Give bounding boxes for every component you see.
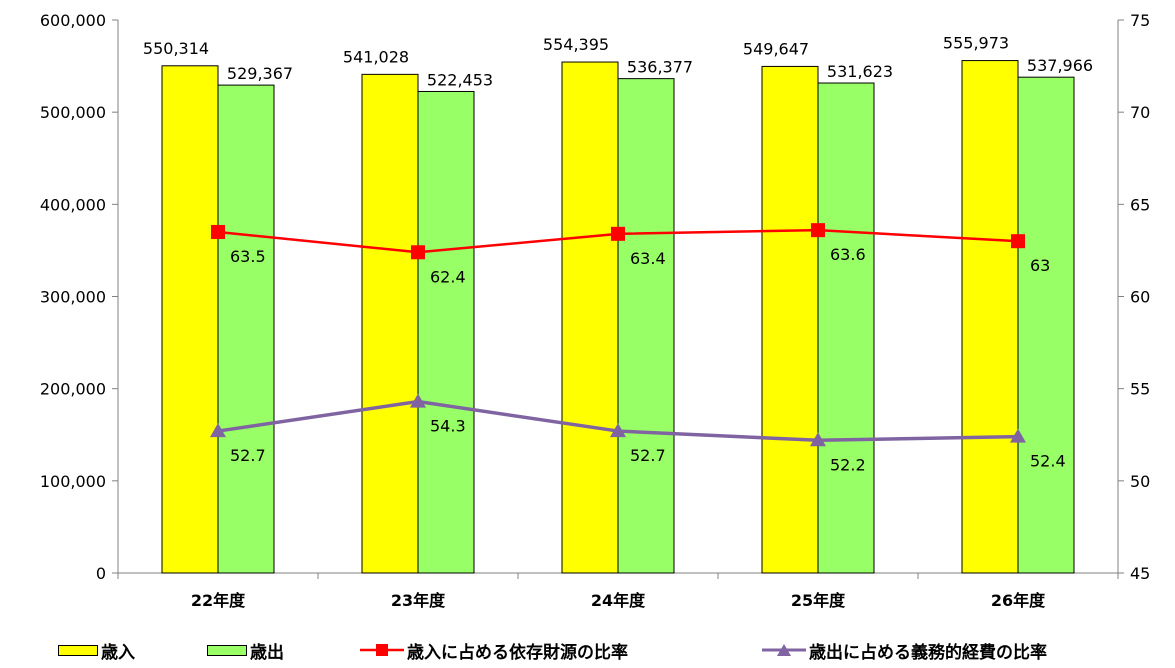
y-right-tick-label: 55: [1130, 380, 1150, 399]
legend-swatch-expenditure: [207, 644, 247, 656]
line-value-label: 52.2: [830, 455, 866, 474]
line-point: [610, 423, 626, 438]
y-right-tick-label: 65: [1130, 195, 1150, 214]
y-left-tick-label: 300,000: [40, 288, 106, 307]
bar-value-label: 554,395: [543, 35, 609, 54]
line-value-label: 52.7: [630, 446, 666, 465]
x-tick-label: 26年度: [991, 591, 1046, 610]
x-tick-label: 23年度: [391, 591, 446, 610]
bar-value-label: 549,647: [743, 39, 809, 58]
line-point: [811, 223, 825, 238]
bar: [817, 82, 875, 574]
bar: [217, 84, 275, 574]
bar-value-label: 550,314: [143, 39, 209, 58]
line-point: [810, 432, 826, 447]
line-value-label: 52.7: [230, 446, 266, 465]
line-point: [611, 226, 625, 241]
bar-value-label: 555,973: [943, 34, 1009, 53]
line-value-label: 63.6: [830, 245, 866, 264]
line-point: [1011, 234, 1025, 249]
legend-label-dependent-ratio: 歳入に占める依存財源の比率: [407, 642, 628, 663]
legend-item-revenue: 歳入: [58, 636, 135, 664]
x-tick-label: 25年度: [791, 591, 846, 610]
bar: [361, 73, 419, 574]
legend-item-expenditure: 歳出: [207, 636, 284, 664]
y-left-tick-label: 400,000: [40, 195, 106, 214]
line-point: [410, 393, 426, 408]
legend-label-expenditure: 歳出: [250, 642, 284, 663]
y-right-tick-label: 45: [1130, 564, 1150, 583]
legend-swatch-revenue: [58, 644, 98, 656]
line-point: [211, 224, 225, 239]
line-value-label: 54.3: [430, 417, 466, 436]
line-point: [1010, 428, 1026, 443]
line-value-label: 62.4: [430, 267, 466, 286]
line-value-label: 63: [1030, 256, 1050, 275]
bar: [1017, 76, 1075, 574]
legend-item-dependent-ratio: 歳入に占める依存財源の比率: [360, 636, 628, 664]
legend: 歳入 歳出 歳入に占める依存財源の比率 歳出に占める義務的経費の比率: [0, 636, 1175, 664]
legend-item-mandatory-ratio: 歳出に占める義務的経費の比率: [762, 636, 1047, 664]
bar-value-label: 537,966: [1027, 56, 1093, 75]
y-left-tick-label: 0: [96, 564, 106, 583]
line-value-label: 52.4: [1030, 452, 1066, 471]
line-point: [411, 245, 425, 260]
x-tick-label: 24年度: [591, 591, 646, 610]
y-right-tick-label: 75: [1130, 11, 1150, 30]
line-value-label: 63.4: [630, 249, 666, 268]
y-left-tick-label: 500,000: [40, 103, 106, 122]
bar: [961, 60, 1019, 574]
legend-label-mandatory-ratio: 歳出に占める義務的経費の比率: [809, 642, 1047, 663]
y-left-tick-label: 100,000: [40, 472, 106, 491]
bar-value-label: 536,377: [627, 58, 693, 77]
line-point: [210, 423, 226, 438]
bar: [617, 78, 675, 574]
y-left-tick-label: 200,000: [40, 380, 106, 399]
legend-line-square-icon: [360, 644, 404, 656]
bar: [561, 61, 619, 574]
bar-value-label: 531,623: [827, 62, 893, 81]
y-right-tick-label: 50: [1130, 472, 1150, 491]
bar-value-label: 529,367: [227, 64, 293, 83]
y-right-tick-label: 60: [1130, 288, 1150, 307]
legend-line-triangle-icon: [762, 644, 806, 656]
bar-value-label: 522,453: [427, 70, 493, 89]
x-tick-label: 22年度: [191, 591, 246, 610]
y-right-tick-label: 70: [1130, 103, 1150, 122]
line-value-label: 63.5: [230, 247, 266, 266]
y-left-tick-label: 600,000: [40, 11, 106, 30]
bar: [761, 65, 819, 574]
bar-value-label: 541,028: [343, 47, 409, 66]
legend-label-revenue: 歳入: [101, 642, 135, 663]
bar: [161, 65, 219, 574]
bar: [417, 90, 475, 574]
